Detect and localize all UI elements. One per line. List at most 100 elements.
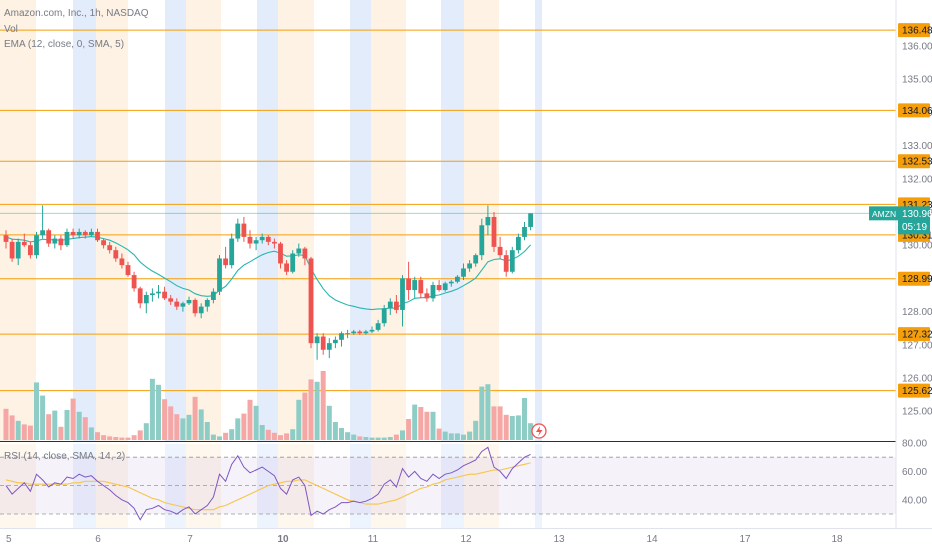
candle[interactable] xyxy=(21,233,27,247)
candle[interactable] xyxy=(345,329,350,339)
candle[interactable] xyxy=(180,301,186,312)
candle[interactable] xyxy=(101,238,106,249)
level-price-badge[interactable]: 128.99 xyxy=(898,271,932,286)
candle[interactable] xyxy=(217,255,222,295)
candle[interactable] xyxy=(235,218,241,242)
candle[interactable] xyxy=(265,235,271,246)
candle[interactable] xyxy=(278,241,283,269)
candle-body xyxy=(259,236,265,241)
candle[interactable] xyxy=(9,238,15,262)
candle[interactable] xyxy=(333,336,338,349)
candle[interactable] xyxy=(150,288,155,302)
candle[interactable] xyxy=(46,228,52,247)
candle[interactable] xyxy=(137,286,143,309)
candle[interactable] xyxy=(400,275,405,327)
candle[interactable] xyxy=(363,329,369,335)
level-price-badge[interactable]: 132.53 xyxy=(898,154,932,169)
candle[interactable] xyxy=(442,281,448,292)
candle[interactable] xyxy=(351,329,357,335)
candle[interactable] xyxy=(28,241,33,259)
candle[interactable] xyxy=(272,238,277,249)
candle[interactable] xyxy=(296,243,302,257)
candle[interactable] xyxy=(89,228,94,237)
candle[interactable] xyxy=(82,230,88,239)
candle[interactable] xyxy=(320,333,326,355)
level-price-badge[interactable]: 136.48 xyxy=(898,23,932,38)
chart-title: Amazon.com, Inc., 1h, NASDAQ xyxy=(4,8,149,19)
candle[interactable] xyxy=(528,213,533,231)
candle[interactable] xyxy=(406,261,411,300)
candle[interactable] xyxy=(34,231,39,259)
candle[interactable] xyxy=(461,263,466,281)
candle[interactable] xyxy=(64,228,70,247)
candle[interactable] xyxy=(497,236,503,259)
level-price-badge[interactable]: 125.62 xyxy=(898,383,932,398)
candle[interactable] xyxy=(479,218,485,261)
candle[interactable] xyxy=(326,338,332,359)
candle[interactable] xyxy=(509,246,515,274)
candle[interactable] xyxy=(503,250,509,277)
candle[interactable] xyxy=(223,246,228,269)
candle[interactable] xyxy=(253,236,259,251)
candle[interactable] xyxy=(467,260,472,272)
candle[interactable] xyxy=(107,241,113,254)
candle[interactable] xyxy=(314,333,320,360)
candle[interactable] xyxy=(430,281,436,302)
candle[interactable] xyxy=(381,304,387,327)
candle[interactable] xyxy=(473,253,479,267)
candle[interactable] xyxy=(357,329,363,335)
alert-clock-icon[interactable] xyxy=(531,423,547,439)
candle[interactable] xyxy=(15,238,21,266)
ticker-price-badge[interactable]: AMZN 130.96 05:19 xyxy=(869,206,932,235)
candle[interactable] xyxy=(52,235,58,249)
candle[interactable] xyxy=(418,276,424,299)
candle[interactable] xyxy=(174,298,180,310)
candle[interactable] xyxy=(131,271,137,292)
candle[interactable] xyxy=(412,276,418,299)
candle[interactable] xyxy=(95,228,100,242)
candle[interactable] xyxy=(204,298,210,312)
candle[interactable] xyxy=(448,280,454,287)
candle[interactable] xyxy=(192,298,198,317)
candle[interactable] xyxy=(455,275,460,284)
candle[interactable] xyxy=(284,260,289,276)
candle[interactable] xyxy=(119,253,125,269)
candle[interactable] xyxy=(58,235,64,251)
time-axis[interactable]: 5 6 7 10 11 12 13 14 17 18 xyxy=(6,534,843,545)
candle[interactable] xyxy=(76,228,82,239)
candle[interactable] xyxy=(522,221,527,241)
candle[interactable] xyxy=(516,233,521,254)
candle[interactable] xyxy=(3,230,9,249)
candle[interactable] xyxy=(290,250,296,274)
candle[interactable] xyxy=(308,256,314,349)
candle[interactable] xyxy=(339,331,344,347)
candle[interactable] xyxy=(162,286,167,300)
candle[interactable] xyxy=(387,298,393,315)
candle[interactable] xyxy=(211,288,216,304)
candle[interactable] xyxy=(113,246,119,262)
candle[interactable] xyxy=(491,212,497,252)
candle[interactable] xyxy=(394,295,399,314)
candle[interactable] xyxy=(40,205,45,239)
candle[interactable] xyxy=(436,280,442,292)
candle[interactable] xyxy=(156,285,161,299)
candle[interactable] xyxy=(125,261,131,277)
candle[interactable] xyxy=(143,291,149,314)
candle[interactable] xyxy=(259,233,265,244)
candle[interactable] xyxy=(186,296,192,305)
candle[interactable] xyxy=(198,303,204,319)
candle[interactable] xyxy=(70,228,76,239)
level-price-badge[interactable]: 134.06 xyxy=(898,103,932,118)
candle[interactable] xyxy=(369,326,375,334)
level-price-badge[interactable]: 127.32 xyxy=(898,327,932,342)
candle[interactable] xyxy=(485,205,491,236)
candle[interactable] xyxy=(168,295,174,305)
candle[interactable] xyxy=(302,246,308,266)
candle[interactable] xyxy=(241,216,247,242)
candle[interactable] xyxy=(375,319,381,332)
candle[interactable] xyxy=(424,288,430,302)
candle[interactable] xyxy=(229,233,235,269)
candle[interactable] xyxy=(247,230,253,249)
